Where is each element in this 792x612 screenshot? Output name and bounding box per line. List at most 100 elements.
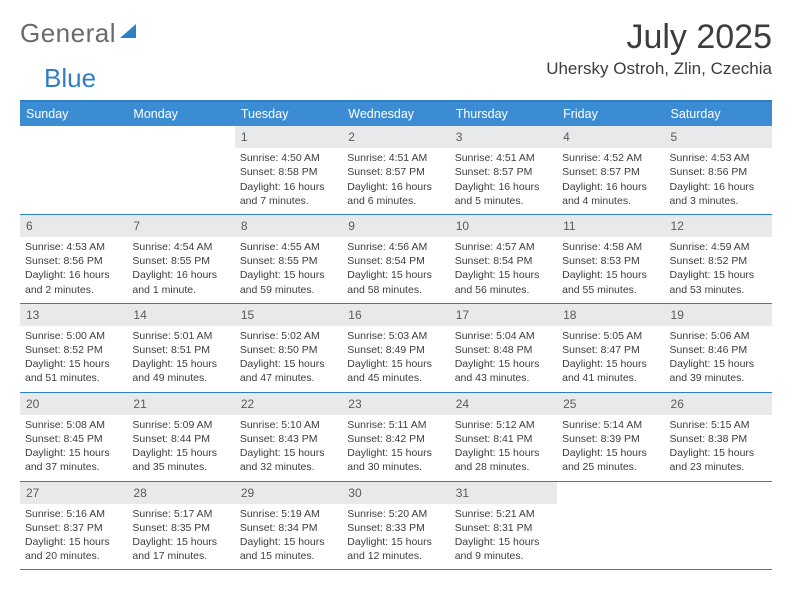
daylight-text: Daylight: 15 hours and 32 minutes. [240,446,337,474]
day-cell: 24Sunrise: 5:12 AMSunset: 8:41 PMDayligh… [450,393,557,481]
day-number [665,482,772,504]
sunset-text: Sunset: 8:54 PM [347,254,444,268]
sunset-text: Sunset: 8:53 PM [562,254,659,268]
day-number: 6 [20,215,127,237]
day-cell: 27Sunrise: 5:16 AMSunset: 8:37 PMDayligh… [20,482,127,570]
sunrise-text: Sunrise: 4:56 AM [347,240,444,254]
day-number [127,126,234,148]
sunset-text: Sunset: 8:57 PM [347,165,444,179]
day-cell: 4Sunrise: 4:52 AMSunset: 8:57 PMDaylight… [557,126,664,214]
daylight-text: Daylight: 15 hours and 17 minutes. [132,535,229,563]
sunset-text: Sunset: 8:34 PM [240,521,337,535]
sunrise-text: Sunrise: 4:54 AM [132,240,229,254]
daylight-text: Daylight: 15 hours and 55 minutes. [562,268,659,296]
daylight-text: Daylight: 15 hours and 25 minutes. [562,446,659,474]
day-cell [20,126,127,214]
sunset-text: Sunset: 8:50 PM [240,343,337,357]
day-cell [665,482,772,570]
day-number: 27 [20,482,127,504]
day-number [20,126,127,148]
day-number: 19 [665,304,772,326]
sunrise-text: Sunrise: 4:52 AM [562,151,659,165]
day-number: 26 [665,393,772,415]
day-cell: 18 Sunrise: 5:05 AMSunset: 8:47 PMDayligh… [557,304,664,392]
sunset-text: Sunset: 8:31 PM [455,521,552,535]
calendar: Sunday Monday Tuesday Wednesday Thursday… [20,100,772,570]
sunset-text: Sunset: 8:55 PM [240,254,337,268]
daylight-text: Daylight: 15 hours and 43 minutes. [455,357,552,385]
sunrise-text: Sunrise: 4:55 AM [240,240,337,254]
day-number: 24 [450,393,557,415]
day-number: 3 [450,126,557,148]
sunrise-text: Sunrise: 5:20 AM [347,507,444,521]
day-cell: 10Sunrise: 4:57 AMSunset: 8:54 PMDayligh… [450,215,557,303]
day-cell: 5Sunrise: 4:53 AMSunset: 8:56 PMDaylight… [665,126,772,214]
sunset-text: Sunset: 8:46 PM [670,343,767,357]
day-number: 25 [557,393,664,415]
sunrise-text: Sunrise: 4:53 AM [670,151,767,165]
sunset-text: Sunset: 8:58 PM [240,165,337,179]
daylight-text: Daylight: 16 hours and 7 minutes. [240,180,337,208]
day-number: 14 [127,304,234,326]
daylight-text: Daylight: 15 hours and 41 minutes. [562,357,659,385]
sunset-text: Sunset: 8:56 PM [670,165,767,179]
sunset-text: Sunset: 8:33 PM [347,521,444,535]
daylight-text: Daylight: 15 hours and 28 minutes. [455,446,552,474]
sunrise-text: Sunrise: 5:00 AM [25,329,122,343]
daylight-text: Daylight: 16 hours and 5 minutes. [455,180,552,208]
sunrise-text: Sunrise: 4:53 AM [25,240,122,254]
sunrise-text: Sunrise: 5:05 AM [562,329,659,343]
day-cell: 20Sunrise: 5:08 AMSunset: 8:45 PMDayligh… [20,393,127,481]
dow-monday: Monday [127,102,234,126]
day-cell: 21Sunrise: 5:09 AMSunset: 8:44 PMDayligh… [127,393,234,481]
sunrise-text: Sunrise: 5:21 AM [455,507,552,521]
day-number: 15 [235,304,342,326]
day-number: 18 [557,304,664,326]
day-cell [557,482,664,570]
sunset-text: Sunset: 8:56 PM [25,254,122,268]
weeks-container: 1Sunrise: 4:50 AMSunset: 8:58 PMDaylight… [20,126,772,570]
sunset-text: Sunset: 8:54 PM [455,254,552,268]
sunrise-text: Sunrise: 4:51 AM [347,151,444,165]
sunrise-text: Sunrise: 5:04 AM [455,329,552,343]
sunset-text: Sunset: 8:55 PM [132,254,229,268]
sunset-text: Sunset: 8:47 PM [562,343,659,357]
sunrise-text: Sunrise: 4:50 AM [240,151,337,165]
sunrise-text: Sunrise: 5:09 AM [132,418,229,432]
sunrise-text: Sunrise: 5:19 AM [240,507,337,521]
day-cell: 7Sunrise: 4:54 AMSunset: 8:55 PMDaylight… [127,215,234,303]
week-row: 13Sunrise: 5:00 AMSunset: 8:52 PMDayligh… [20,304,772,393]
day-of-week-row: Sunday Monday Tuesday Wednesday Thursday… [20,102,772,126]
day-number: 28 [127,482,234,504]
day-number: 20 [20,393,127,415]
day-cell: 9Sunrise: 4:56 AMSunset: 8:54 PMDaylight… [342,215,449,303]
day-cell: 17Sunrise: 5:04 AMSunset: 8:48 PMDayligh… [450,304,557,392]
sunset-text: Sunset: 8:49 PM [347,343,444,357]
dow-saturday: Saturday [665,102,772,126]
day-cell: 3Sunrise: 4:51 AMSunset: 8:57 PMDaylight… [450,126,557,214]
sunrise-text: Sunrise: 5:08 AM [25,418,122,432]
day-number: 17 [450,304,557,326]
sunset-text: Sunset: 8:35 PM [132,521,229,535]
day-number: 30 [342,482,449,504]
day-cell: 25Sunrise: 5:14 AMSunset: 8:39 PMDayligh… [557,393,664,481]
day-cell: 13Sunrise: 5:00 AMSunset: 8:52 PMDayligh… [20,304,127,392]
daylight-text: Daylight: 15 hours and 20 minutes. [25,535,122,563]
sunset-text: Sunset: 8:45 PM [25,432,122,446]
daylight-text: Daylight: 15 hours and 23 minutes. [670,446,767,474]
sunrise-text: Sunrise: 5:01 AM [132,329,229,343]
sunrise-text: Sunrise: 4:59 AM [670,240,767,254]
sunrise-text: Sunrise: 5:17 AM [132,507,229,521]
dow-friday: Friday [557,102,664,126]
day-cell: 2Sunrise: 4:51 AMSunset: 8:57 PMDaylight… [342,126,449,214]
sunset-text: Sunset: 8:43 PM [240,432,337,446]
sunset-text: Sunset: 8:52 PM [670,254,767,268]
day-cell: 28 Sunrise: 5:17 AMSunset: 8:35 PMDayligh… [127,482,234,570]
logo: General [20,18,139,49]
sunrise-text: Sunrise: 5:03 AM [347,329,444,343]
day-cell: 15Sunrise: 5:02 AMSunset: 8:50 PMDayligh… [235,304,342,392]
location-text: Uhersky Ostroh, Zlin, Czechia [546,59,772,79]
daylight-text: Daylight: 15 hours and 30 minutes. [347,446,444,474]
day-cell: 29Sunrise: 5:19 AMSunset: 8:34 PMDayligh… [235,482,342,570]
day-cell: 11Sunrise: 4:58 AMSunset: 8:53 PMDayligh… [557,215,664,303]
